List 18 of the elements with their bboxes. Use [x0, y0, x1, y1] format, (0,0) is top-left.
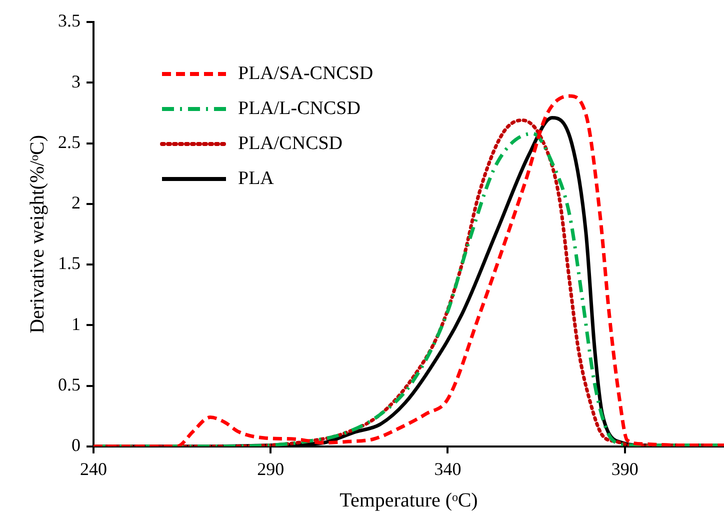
y-tick-label: 3: [72, 71, 80, 92]
legend-label: PLA/L-CNCSD: [238, 98, 360, 120]
x-axis-title: Temperature (ᵒC): [340, 489, 478, 512]
y-tick-label: 1: [72, 314, 80, 334]
y-tick-label: 1.5: [58, 253, 80, 274]
y-tick-label: 0.5: [58, 374, 80, 395]
y-axis-title: Derivative weight(%/ᵒC): [26, 134, 48, 334]
x-tick-label: 290: [257, 458, 284, 479]
y-tick-label: 2.5: [58, 132, 80, 152]
x-tick-label: 340: [434, 458, 462, 479]
legend-label: PLA/CNCSD: [238, 132, 343, 154]
y-tick-label: 0: [72, 435, 80, 456]
legend-label: PLA/SA-CNCSD: [238, 62, 374, 84]
legend-label: PLA: [238, 168, 274, 190]
y-tick-label: 3.5: [58, 10, 80, 31]
x-tick-label: 390: [611, 458, 638, 479]
x-tick-label: 240: [80, 458, 107, 479]
y-tick-label: 2: [72, 192, 80, 213]
